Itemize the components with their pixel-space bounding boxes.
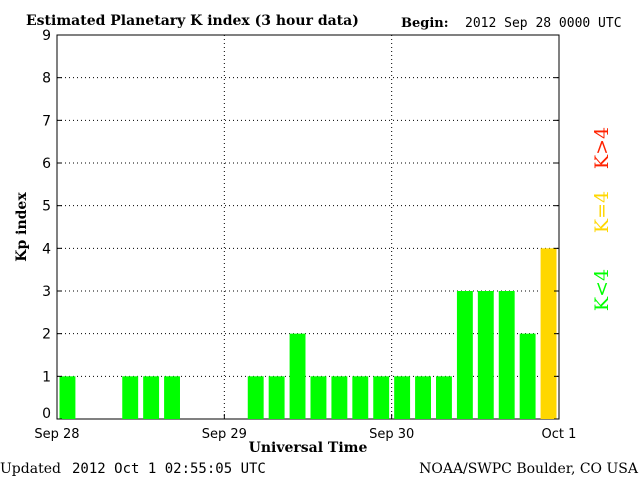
y-tick-label-8: 8 <box>42 71 51 87</box>
y-tick-label-3: 3 <box>42 284 51 300</box>
x-tick-label-1: Sep 29 <box>202 427 247 442</box>
x-axis-label: Universal Time <box>249 440 368 456</box>
bar-20 <box>477 291 494 419</box>
x-tick-label-3: Oct 1 <box>542 427 577 442</box>
bar-0 <box>59 376 76 419</box>
bar-13 <box>331 376 348 419</box>
bar-3 <box>122 376 139 419</box>
bar-16 <box>394 376 411 419</box>
bar-11 <box>289 333 306 419</box>
updated-value: 2012 Oct 1 02:55:05 UTC <box>72 461 266 477</box>
bar-21 <box>498 291 515 419</box>
bar-15 <box>373 376 390 419</box>
y-tick-label-7: 7 <box>42 113 51 129</box>
legend-k-above-4: K>4 <box>591 127 613 169</box>
bar-4 <box>143 376 160 419</box>
y-tick-label-9: 9 <box>42 28 51 44</box>
begin-value: 2012 Sep 28 0000 UTC <box>465 16 622 31</box>
bar-5 <box>164 376 180 419</box>
x-ticks: Sep 28 Sep 29 Sep 30 Oct 1 <box>34 414 576 442</box>
x-tick-label-0: Sep 28 <box>34 427 79 442</box>
updated-label: Updated <box>0 461 61 477</box>
y-tick-label-0: 0 <box>42 406 51 422</box>
y-ticks: 0 1 2 3 4 5 6 7 8 9 <box>42 28 559 422</box>
bar-17 <box>415 376 431 419</box>
x-tick-label-2: Sep 30 <box>369 427 414 442</box>
plot-frame <box>56 34 560 420</box>
bar-9 <box>247 376 264 419</box>
source-credit: NOAA/SWPC Boulder, CO USA <box>419 461 639 477</box>
y-tick-label-5: 5 <box>42 199 51 215</box>
grid-lines <box>57 35 559 419</box>
bar-22 <box>519 333 536 419</box>
y-tick-label-1: 1 <box>42 369 51 385</box>
legend-k-equals-4: K=4 <box>591 191 613 233</box>
chart-title: Estimated Planetary K index (3 hour data… <box>26 13 359 29</box>
bars-group <box>59 248 557 419</box>
bar-18 <box>436 376 452 419</box>
begin-label: Begin: <box>401 16 449 31</box>
bar-12 <box>310 376 327 419</box>
bar-10 <box>268 376 285 419</box>
y-tick-label-6: 6 <box>42 156 51 172</box>
y-tick-label-4: 4 <box>42 241 51 257</box>
y-axis-label: Kp index <box>14 192 30 262</box>
bar-23 <box>540 248 557 419</box>
bar-14 <box>352 376 369 419</box>
bar-19 <box>456 291 473 419</box>
y-tick-label-2: 2 <box>42 327 51 343</box>
legend-k-below-4: K<4 <box>591 269 613 311</box>
